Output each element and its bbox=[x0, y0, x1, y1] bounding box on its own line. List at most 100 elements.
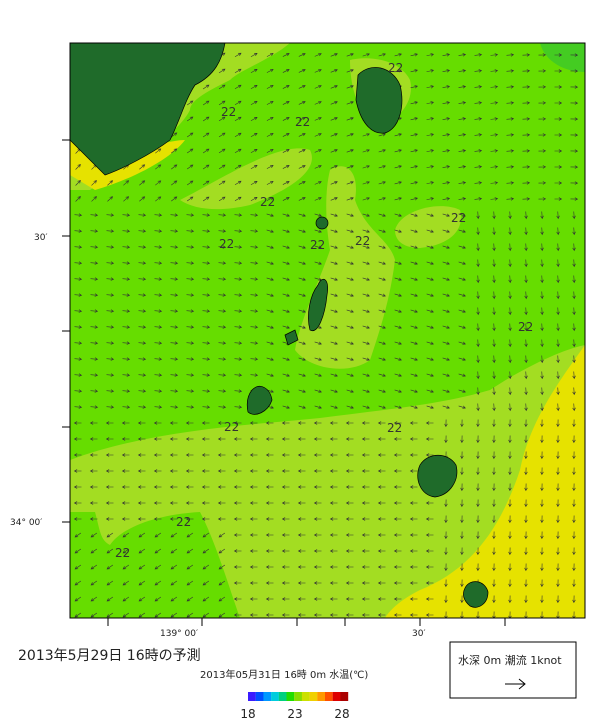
current-arrow bbox=[492, 403, 496, 412]
current-arrow bbox=[202, 116, 210, 122]
current-arrow bbox=[201, 485, 210, 489]
current-arrow bbox=[186, 213, 195, 217]
current-arrow bbox=[522, 69, 531, 73]
current-arrow bbox=[492, 339, 496, 348]
current-arrow bbox=[265, 501, 274, 505]
current-arrow bbox=[345, 437, 354, 441]
current-arrow bbox=[425, 549, 434, 553]
current-arrow bbox=[329, 613, 338, 617]
current-arrow bbox=[153, 437, 162, 441]
current-arrow bbox=[202, 309, 211, 313]
current-arrow bbox=[490, 165, 499, 169]
current-arrow bbox=[90, 293, 99, 297]
island bbox=[463, 581, 489, 608]
current-arrow bbox=[297, 485, 306, 489]
current-arrow bbox=[282, 133, 290, 137]
current-arrow bbox=[362, 197, 370, 201]
current-arrow bbox=[508, 595, 512, 604]
current-arrow bbox=[524, 531, 528, 540]
current-arrow bbox=[361, 549, 370, 553]
current-arrow bbox=[265, 565, 274, 569]
current-arrow bbox=[122, 532, 130, 538]
current-arrow bbox=[298, 53, 306, 57]
current-arrow bbox=[154, 341, 163, 345]
current-arrow bbox=[524, 307, 528, 316]
current-arrow bbox=[426, 181, 435, 185]
current-arrow bbox=[170, 373, 179, 377]
current-arrow bbox=[345, 549, 354, 553]
current-arrow bbox=[522, 117, 531, 121]
current-arrow bbox=[73, 437, 82, 441]
current-arrow bbox=[476, 323, 480, 332]
current-arrow bbox=[314, 245, 322, 249]
current-arrow bbox=[572, 499, 576, 508]
current-arrow bbox=[186, 116, 194, 122]
current-arrow bbox=[506, 181, 515, 185]
current-arrow bbox=[572, 355, 576, 364]
current-arrow bbox=[556, 211, 560, 220]
current-arrow bbox=[506, 165, 515, 169]
current-arrow bbox=[218, 325, 227, 329]
current-arrow bbox=[282, 325, 290, 329]
current-arrow bbox=[250, 84, 258, 89]
current-arrow bbox=[106, 373, 115, 377]
current-arrow bbox=[378, 245, 386, 249]
current-arrow bbox=[508, 563, 512, 572]
current-arrow bbox=[106, 293, 115, 297]
current-arrow bbox=[426, 405, 434, 409]
current-arrow bbox=[540, 515, 544, 524]
current-arrow bbox=[506, 85, 515, 89]
current-arrow bbox=[444, 515, 448, 524]
current-arrow bbox=[460, 547, 464, 556]
current-arrow bbox=[476, 499, 480, 508]
current-arrow bbox=[570, 197, 579, 201]
current-arrow bbox=[170, 309, 179, 313]
current-arrow bbox=[250, 116, 258, 121]
current-arrow bbox=[154, 357, 163, 361]
current-arrow bbox=[460, 435, 464, 444]
current-arrow bbox=[330, 245, 338, 249]
current-arrow bbox=[361, 565, 370, 569]
current-arrow bbox=[186, 580, 194, 586]
current-arrow bbox=[444, 531, 448, 540]
current-arrow bbox=[234, 357, 243, 361]
current-arrow bbox=[218, 229, 227, 233]
current-arrow bbox=[426, 245, 434, 249]
current-arrow bbox=[378, 133, 386, 137]
current-arrow bbox=[250, 52, 258, 57]
current-arrow bbox=[106, 389, 115, 393]
current-arrow bbox=[233, 437, 242, 441]
current-arrow bbox=[122, 213, 131, 217]
current-arrow bbox=[554, 69, 563, 73]
current-arrow bbox=[442, 389, 450, 393]
current-arrow bbox=[410, 373, 418, 377]
current-arrow bbox=[250, 100, 258, 105]
current-arrow bbox=[154, 229, 163, 233]
current-arrow bbox=[460, 467, 464, 476]
current-arrow bbox=[362, 165, 370, 169]
current-arrow bbox=[329, 485, 338, 489]
current-arrow bbox=[250, 325, 259, 329]
current-arrow bbox=[106, 229, 115, 233]
contour-label: 22 bbox=[260, 195, 275, 209]
current-arrow bbox=[169, 485, 178, 489]
current-arrow bbox=[572, 307, 576, 316]
current-arrow bbox=[524, 355, 528, 364]
current-arrow bbox=[572, 291, 576, 300]
current-arrow bbox=[476, 227, 480, 236]
current-arrow bbox=[476, 483, 480, 492]
current-arrow bbox=[282, 245, 290, 249]
current-arrow bbox=[572, 531, 576, 540]
current-arrow bbox=[121, 501, 130, 505]
colorbar-cell bbox=[340, 692, 349, 701]
current-arrow bbox=[506, 197, 515, 201]
current-arrow bbox=[554, 53, 563, 57]
current-arrow bbox=[90, 548, 98, 554]
current-arrow bbox=[106, 612, 114, 618]
current-arrow bbox=[218, 373, 227, 377]
current-arrow bbox=[154, 532, 162, 538]
current-arrow bbox=[524, 435, 528, 444]
current-arrow bbox=[570, 133, 579, 137]
current-arrow bbox=[249, 565, 258, 569]
current-arrow bbox=[524, 515, 528, 524]
